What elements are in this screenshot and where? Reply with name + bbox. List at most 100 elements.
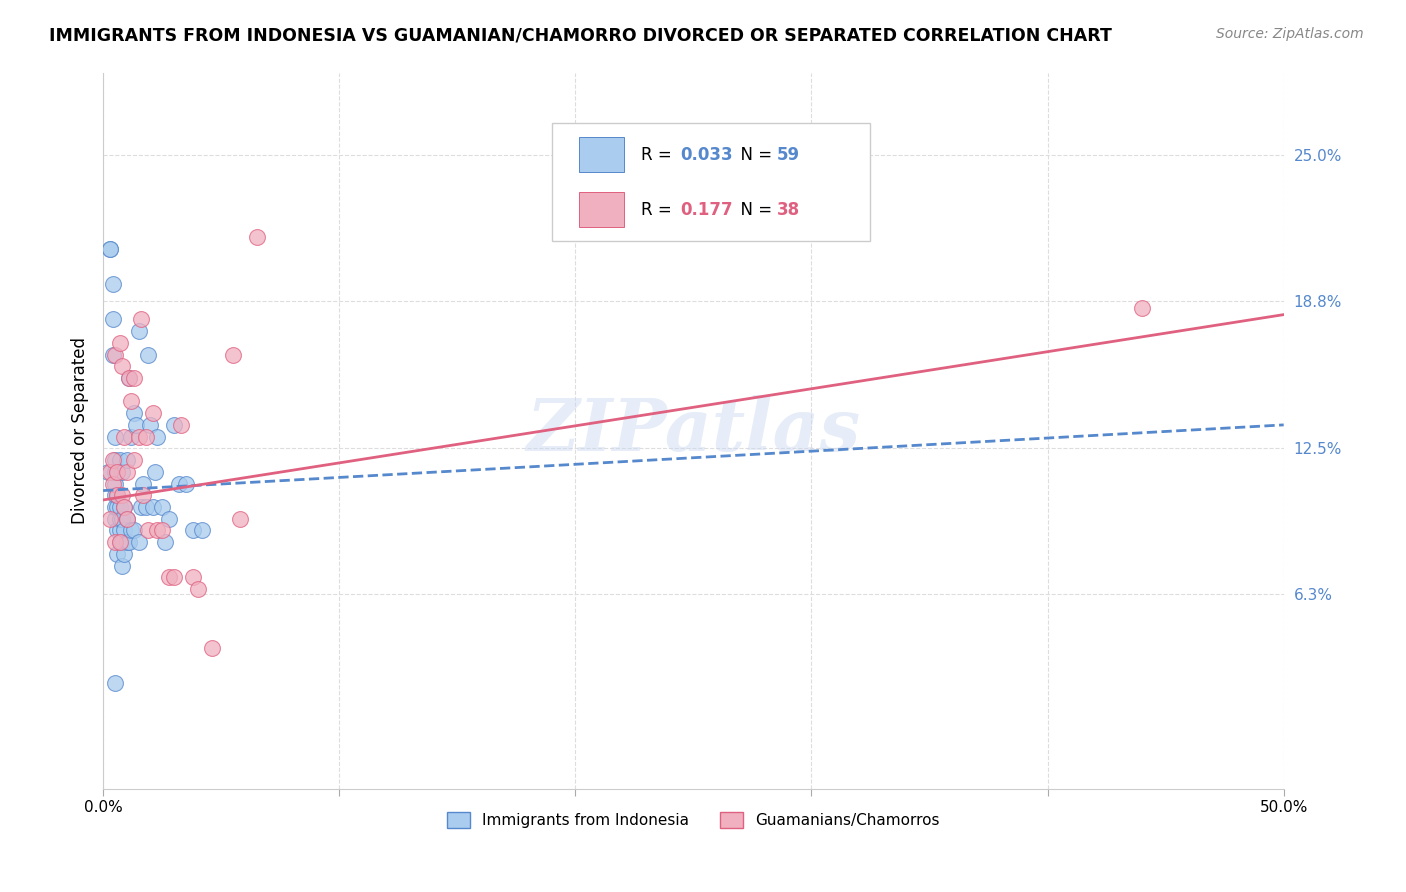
Point bbox=[104, 429, 127, 443]
Point bbox=[112, 429, 135, 443]
Point bbox=[128, 429, 150, 443]
Point bbox=[111, 488, 134, 502]
Point bbox=[101, 476, 124, 491]
Point bbox=[108, 335, 131, 350]
Point bbox=[98, 242, 121, 256]
Point bbox=[105, 547, 128, 561]
Point bbox=[104, 500, 127, 514]
Point bbox=[112, 547, 135, 561]
Point bbox=[229, 512, 252, 526]
Point bbox=[125, 417, 148, 432]
Point bbox=[101, 277, 124, 292]
Point bbox=[132, 476, 155, 491]
Bar bbox=[579, 137, 624, 172]
Point bbox=[246, 230, 269, 244]
Text: R =: R = bbox=[641, 145, 678, 163]
Bar bbox=[579, 193, 624, 227]
Point bbox=[105, 465, 128, 479]
Y-axis label: Divorced or Separated: Divorced or Separated bbox=[72, 337, 89, 524]
Point bbox=[98, 512, 121, 526]
Text: N =: N = bbox=[730, 201, 778, 219]
Point bbox=[104, 676, 127, 690]
Point bbox=[111, 359, 134, 374]
Point bbox=[150, 524, 173, 538]
Point bbox=[101, 312, 124, 326]
Point bbox=[115, 465, 138, 479]
Point bbox=[112, 524, 135, 538]
Point bbox=[142, 500, 165, 514]
Point bbox=[150, 500, 173, 514]
Point bbox=[111, 512, 134, 526]
Point bbox=[135, 500, 157, 514]
Point bbox=[111, 558, 134, 573]
Point bbox=[181, 524, 204, 538]
Point bbox=[143, 465, 166, 479]
Point bbox=[191, 524, 214, 538]
Point bbox=[132, 488, 155, 502]
Point bbox=[121, 429, 143, 443]
Point bbox=[129, 500, 152, 514]
Point bbox=[181, 570, 204, 584]
Point bbox=[135, 429, 157, 443]
Point bbox=[170, 417, 193, 432]
Legend: Immigrants from Indonesia, Guamanians/Chamorros: Immigrants from Indonesia, Guamanians/Ch… bbox=[441, 806, 946, 835]
Point bbox=[112, 500, 135, 514]
Point bbox=[129, 312, 152, 326]
Point bbox=[163, 570, 186, 584]
Point bbox=[104, 512, 127, 526]
Text: 59: 59 bbox=[778, 145, 800, 163]
Point bbox=[118, 371, 141, 385]
Point bbox=[146, 524, 169, 538]
Point bbox=[153, 535, 176, 549]
Text: N =: N = bbox=[730, 145, 778, 163]
Point bbox=[108, 512, 131, 526]
Point bbox=[115, 512, 138, 526]
Point bbox=[104, 488, 127, 502]
Point bbox=[157, 512, 180, 526]
Point bbox=[111, 535, 134, 549]
Point bbox=[121, 524, 143, 538]
Point bbox=[104, 347, 127, 361]
Point bbox=[187, 582, 209, 596]
Point bbox=[136, 524, 159, 538]
Point bbox=[118, 535, 141, 549]
Point bbox=[108, 524, 131, 538]
Text: ZIPatlas: ZIPatlas bbox=[526, 395, 860, 467]
Point bbox=[174, 476, 197, 491]
Text: 0.177: 0.177 bbox=[681, 201, 733, 219]
Point bbox=[122, 371, 145, 385]
Point bbox=[105, 488, 128, 502]
Point bbox=[104, 535, 127, 549]
FancyBboxPatch shape bbox=[551, 123, 870, 241]
Point bbox=[122, 406, 145, 420]
Point bbox=[128, 535, 150, 549]
Point bbox=[108, 535, 131, 549]
Point bbox=[115, 453, 138, 467]
Point bbox=[111, 465, 134, 479]
Point bbox=[101, 347, 124, 361]
Point bbox=[108, 500, 131, 514]
Point bbox=[139, 417, 162, 432]
Point bbox=[136, 347, 159, 361]
Point bbox=[101, 453, 124, 467]
Point bbox=[104, 476, 127, 491]
Text: IMMIGRANTS FROM INDONESIA VS GUAMANIAN/CHAMORRO DIVORCED OR SEPARATED CORRELATIO: IMMIGRANTS FROM INDONESIA VS GUAMANIAN/C… bbox=[49, 27, 1112, 45]
Point bbox=[98, 242, 121, 256]
Point bbox=[104, 465, 127, 479]
Point bbox=[105, 465, 128, 479]
Text: Source: ZipAtlas.com: Source: ZipAtlas.com bbox=[1216, 27, 1364, 41]
Point bbox=[105, 488, 128, 502]
Point bbox=[115, 535, 138, 549]
Text: R =: R = bbox=[641, 201, 678, 219]
Point bbox=[105, 500, 128, 514]
Point bbox=[115, 512, 138, 526]
Point bbox=[108, 453, 131, 467]
Point bbox=[112, 500, 135, 514]
Point bbox=[222, 347, 245, 361]
Point bbox=[167, 476, 190, 491]
Point bbox=[98, 465, 121, 479]
Point bbox=[142, 406, 165, 420]
Point bbox=[122, 524, 145, 538]
Point bbox=[201, 640, 224, 655]
Point bbox=[118, 371, 141, 385]
